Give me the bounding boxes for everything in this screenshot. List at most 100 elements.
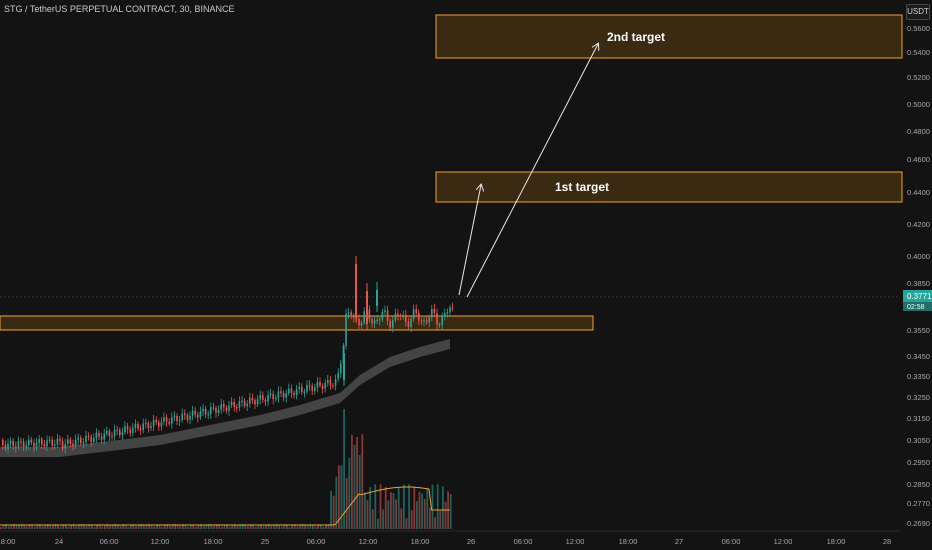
- candle-body: [436, 313, 438, 325]
- candle-body: [290, 388, 293, 393]
- volume-bar: [241, 524, 244, 529]
- candle-body: [223, 404, 225, 408]
- candle-body: [199, 411, 202, 418]
- volume-bar: [205, 525, 208, 529]
- candle-body: [324, 382, 326, 389]
- candle-body: [98, 432, 100, 437]
- volume-bar: [106, 524, 109, 529]
- volume-bar: [18, 525, 20, 529]
- candle-body: [441, 316, 443, 326]
- volume-bar: [85, 526, 88, 529]
- candle-body: [61, 440, 64, 449]
- volume-bar: [72, 524, 75, 529]
- candle-body: [241, 400, 243, 403]
- volume-bar: [332, 495, 335, 529]
- volume-bar: [75, 525, 78, 529]
- candle-body: [51, 439, 53, 446]
- candle-body: [160, 421, 163, 427]
- volume-bar: [267, 524, 270, 529]
- price-tick-label: 0.2950: [907, 458, 930, 467]
- volume-bar: [312, 524, 314, 529]
- price-tick-label: 0.5000: [907, 100, 930, 109]
- volume-bar: [306, 525, 309, 529]
- candle-body: [366, 291, 368, 324]
- volume-bar: [234, 524, 236, 529]
- volume-bar: [166, 524, 169, 529]
- target-1-zone[interactable]: [435, 171, 903, 203]
- candle-body: [347, 312, 350, 314]
- candle-body: [269, 393, 272, 396]
- candle-body: [74, 439, 77, 446]
- candle-body: [389, 321, 391, 328]
- volume-bar: [226, 524, 228, 529]
- volume-bar: [335, 476, 338, 529]
- volume-bar: [442, 486, 444, 529]
- candle-body: [397, 313, 399, 316]
- volume-bar: [98, 524, 101, 529]
- candle-body: [329, 379, 332, 386]
- candle-body: [423, 320, 425, 322]
- volume-bar: [174, 524, 176, 529]
- candle-body: [176, 415, 178, 422]
- volume-bar: [161, 526, 163, 529]
- candle-body: [2, 440, 4, 445]
- time-axis[interactable]: 18:00 24 06:00 12:00 18:00 25 06:00 12:00 18:00 2…: [0, 537, 891, 546]
- volume-bar: [410, 510, 413, 529]
- volume-bar: [15, 525, 18, 529]
- candle-body: [277, 391, 280, 398]
- candle-body: [371, 319, 373, 324]
- candle-body: [243, 400, 246, 407]
- candle-body: [163, 417, 165, 422]
- volume-bar: [434, 517, 436, 529]
- volume-bar: [384, 487, 387, 529]
- target-2-zone[interactable]: [435, 14, 903, 59]
- price-axis[interactable]: 0.5600 0.5400 0.5200 0.5000 0.4800 0.4600 0.44…: [907, 24, 930, 528]
- time-tick-label: 18:00: [619, 537, 638, 546]
- volume-bar: [270, 525, 273, 529]
- volume-bar: [23, 524, 26, 529]
- target-1-label: 1st target: [555, 180, 609, 194]
- volume-bar: [104, 524, 106, 529]
- candle-body: [282, 393, 285, 398]
- volume-bar: [392, 492, 395, 529]
- volume-bar: [101, 526, 104, 529]
- volume-bar: [28, 524, 31, 529]
- time-tick-label: 06:00: [514, 537, 533, 546]
- volume-bar: [65, 524, 67, 529]
- volume-bar: [26, 526, 28, 529]
- volume-bar: [143, 525, 145, 529]
- price-tick-label: 0.4200: [907, 220, 930, 229]
- candle-body: [337, 373, 339, 379]
- candle-body: [225, 407, 228, 411]
- time-tick-label: 18:00: [0, 537, 15, 546]
- volume-bar: [366, 500, 369, 529]
- candle-body: [150, 426, 152, 429]
- volume-bar: [169, 526, 171, 529]
- candle-body: [438, 324, 441, 326]
- candle-body: [256, 399, 259, 405]
- candle-body: [410, 319, 412, 328]
- candle-body: [228, 405, 230, 411]
- candle-body: [132, 427, 134, 434]
- volume-bar: [218, 524, 221, 529]
- candle-body: [90, 436, 92, 442]
- time-tick-label: 06:00: [722, 537, 741, 546]
- candle-body: [25, 445, 27, 448]
- candle-body: [350, 312, 352, 317]
- time-tick-label: 24: [55, 537, 63, 546]
- candle-body: [293, 392, 295, 396]
- candle-body: [285, 393, 287, 398]
- candle-body: [446, 312, 449, 314]
- volume-bar: [257, 524, 260, 529]
- candle-body: [35, 442, 38, 448]
- support-zone[interactable]: [0, 315, 594, 331]
- candle-body: [420, 320, 423, 322]
- volume-bar: [208, 524, 210, 529]
- currency-button[interactable]: USDT: [906, 4, 930, 20]
- candle-body: [249, 397, 251, 404]
- candle-body: [319, 381, 321, 386]
- candle-body: [85, 435, 87, 443]
- candle-body: [212, 407, 215, 409]
- candle-body: [137, 424, 139, 429]
